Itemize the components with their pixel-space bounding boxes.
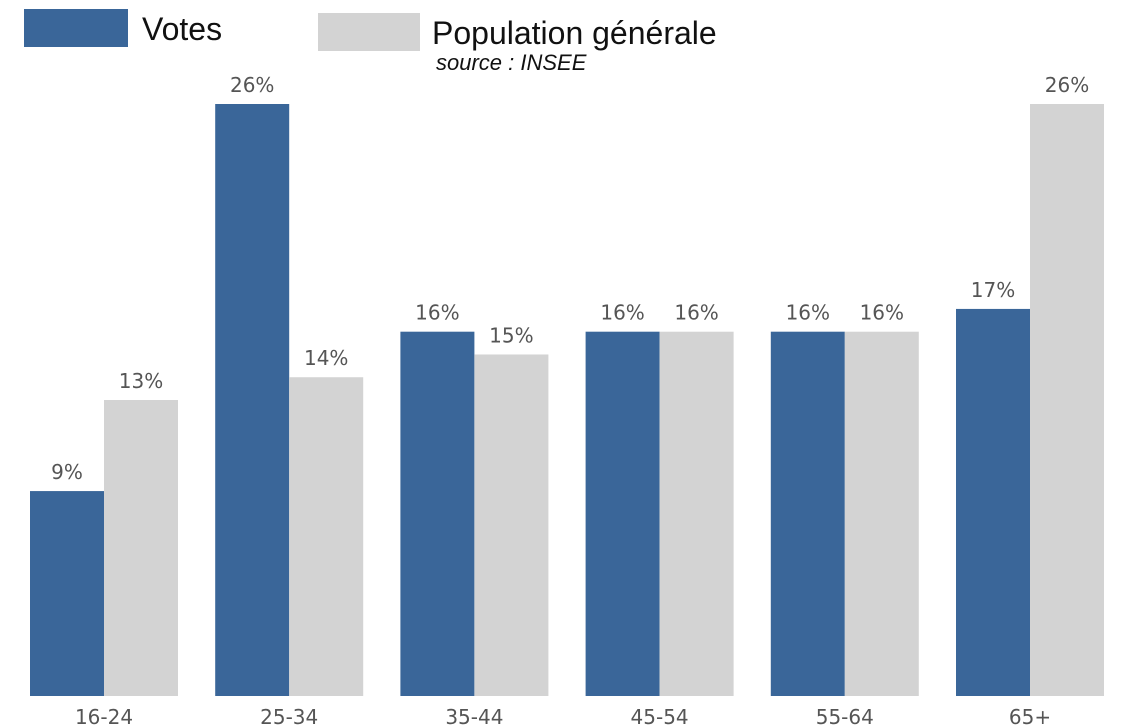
bar-population-65+ — [1030, 104, 1104, 696]
bar-votes-25-34 — [215, 104, 290, 696]
legend-label-votes: Votes — [142, 11, 223, 47]
x-tick-label-16-24: 16-24 — [75, 705, 133, 728]
value-label-population-65+: 26% — [1045, 73, 1089, 97]
x-tick-label-25-34: 25-34 — [260, 705, 318, 728]
legend-label-population: Population générale — [432, 15, 717, 51]
bar-votes-35-44 — [400, 331, 475, 696]
source-note: source : INSEE — [436, 50, 587, 75]
bar-votes-55-64 — [770, 331, 845, 696]
value-label-population-45-54: 16% — [674, 301, 718, 325]
value-labels-group: 9% 13% 26% 14% 16% 15% 16% 16% 16% 16% 17% 26% — [51, 73, 1089, 484]
bar-population-16-24 — [104, 400, 178, 696]
value-label-population-35-44: 15% — [489, 323, 533, 347]
value-label-population-25-34: 14% — [304, 346, 348, 370]
value-label-votes-45-54: 16% — [600, 301, 644, 325]
value-label-votes-55-64: 16% — [786, 301, 830, 325]
value-label-votes-16-24: 9% — [51, 460, 83, 484]
x-tick-label-35-44: 35-44 — [445, 705, 503, 728]
legend-swatch-votes — [24, 9, 128, 47]
value-label-votes-65+: 17% — [971, 278, 1015, 302]
bar-population-25-34 — [289, 377, 364, 696]
bar-population-45-54 — [659, 331, 734, 696]
value-label-population-16-24: 13% — [119, 369, 163, 393]
chart-legend: Votes Population générale source : INSEE — [0, 0, 1130, 80]
bar-votes-45-54 — [585, 331, 660, 696]
x-tick-label-45-54: 45-54 — [631, 705, 689, 728]
bar-votes-16-24 — [30, 491, 104, 696]
bar-population-55-64 — [844, 331, 919, 696]
legend-swatch-population — [318, 13, 420, 51]
bar-votes-65+ — [956, 308, 1030, 696]
bar-population-35-44 — [474, 354, 549, 696]
bars-group — [30, 104, 1104, 696]
x-tick-label-65+: 65+ — [1009, 705, 1051, 728]
x-axis-ticks: 16-24 25-34 35-44 45-54 55-64 65+ — [75, 705, 1051, 728]
x-tick-label-55-64: 55-64 — [816, 705, 874, 728]
value-label-votes-35-44: 16% — [415, 301, 459, 325]
value-label-population-55-64: 16% — [860, 301, 904, 325]
value-label-votes-25-34: 26% — [230, 73, 274, 97]
